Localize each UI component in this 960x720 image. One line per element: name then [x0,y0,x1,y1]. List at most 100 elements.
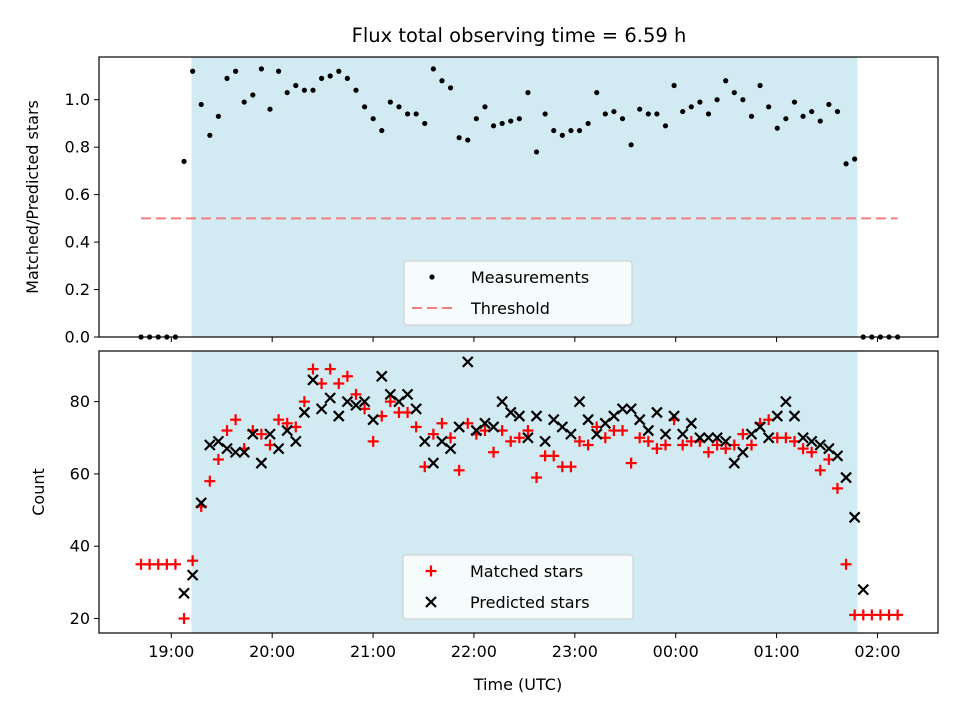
measurement-point [826,101,832,108]
predicted-star-point [788,410,801,422]
matched-star-point [384,396,396,408]
predicted-star-point [204,439,216,451]
matched-star-point [797,443,809,455]
measurement-point [310,87,316,93]
measurement-point [834,108,841,115]
measurement-point [585,120,591,127]
count-panel: 20 40 60 80 19:00 20:00 21:00 22:00 23:00 00:00 01… [29,350,939,694]
predicted-star-point [633,413,646,426]
matched-star-point [350,388,362,400]
predicted-star-point [281,424,293,437]
measurement-point [843,161,849,167]
legend-label: Matched stars [470,562,583,581]
x-tick-label: 21:00 [350,642,396,661]
measurement-point [791,99,798,105]
matched-star-point [488,446,500,458]
predicted-star-point [573,395,586,408]
measurement-point [525,89,531,96]
predicted-star-point [771,410,784,422]
measurement-point [482,104,488,110]
predicted-star-point [178,587,190,600]
ratio-y-label: Matched/Predicted stars [23,100,42,294]
measurement-point [568,127,574,134]
predicted-star-point [358,395,371,408]
matched-star-point [625,457,637,469]
y-tick-label: 40 [70,537,90,556]
predicted-star-point [805,435,818,448]
matched-star-point [255,428,267,440]
measurement-point [370,116,376,122]
legend-box [403,260,633,326]
x-tick-label: 02:00 [854,642,900,661]
predicted-star-point [247,428,259,440]
measurement-points [138,66,901,340]
predicted-star-point [737,446,749,459]
measurement-point [327,73,333,79]
measurement-point [611,108,617,115]
y-tick-label: 0.4 [65,233,90,252]
measurement-point [697,99,703,105]
measurement-point [559,132,565,138]
matched-star-point [642,435,654,447]
matched-star-point [427,428,439,440]
matched-star-point [505,435,517,447]
measurement-point [181,158,187,165]
matched-star-point [582,439,594,451]
predicted-star-point [272,442,285,455]
measurement-point [731,89,737,96]
count-panel-frame [98,350,939,634]
predicted-star-point [496,395,508,408]
matched-star-point [204,475,216,487]
matched-star-point [737,428,749,440]
predicted-star-point [814,439,827,451]
predicted-star-point [401,388,414,401]
predicted-star-point [728,457,741,469]
measurement-point [207,132,213,138]
predicted-star-point [479,417,491,430]
measurement-point [602,111,608,117]
predicted-star-point [625,403,637,415]
measurement-point [361,104,368,110]
predicted-star-point [522,431,534,444]
predicted-star-point [427,457,440,469]
matched-star-point [178,613,190,625]
predicted-star-point [539,435,551,448]
matched-star-point [831,482,843,494]
predicted-star-point [367,413,379,426]
predicted-star-point [762,431,775,444]
matched-star-point [410,421,422,433]
predicted-star-point [255,457,268,469]
matched-star-point [617,425,629,437]
measurement-point [671,82,677,89]
measurement-point [439,78,445,84]
x-tick-label: 01:00 [754,642,800,661]
predicted-star-point [238,446,250,459]
x-tick-label: 19:00 [148,642,194,661]
matched-star-point [814,464,826,476]
predicted-star-point [857,583,870,596]
matched-star-point [169,558,181,570]
matched-star-point [677,439,689,451]
matched-star-point [660,439,672,451]
measurement-point [852,156,858,162]
predicted-star-point [195,497,207,509]
predicted-star-point [659,428,672,440]
matched-star-point [745,439,757,451]
predicted-star-point [410,403,422,415]
predicted-star-point [444,442,457,455]
measurement-point [353,87,359,93]
y-tick-label: 0.8 [65,138,90,157]
matched-star-point [273,414,285,426]
measurement-point [293,82,299,89]
predicted-star-point [685,417,698,430]
measurement-point [473,116,479,122]
legend-box [402,554,634,620]
ratio-legend: Measurements Threshold [403,260,633,326]
measurement-point [774,125,780,131]
measurement-point [645,111,651,117]
measurement-point [766,104,772,110]
measurement-point [533,149,540,155]
matched-star-point [230,414,242,426]
measurement-point [198,101,204,108]
